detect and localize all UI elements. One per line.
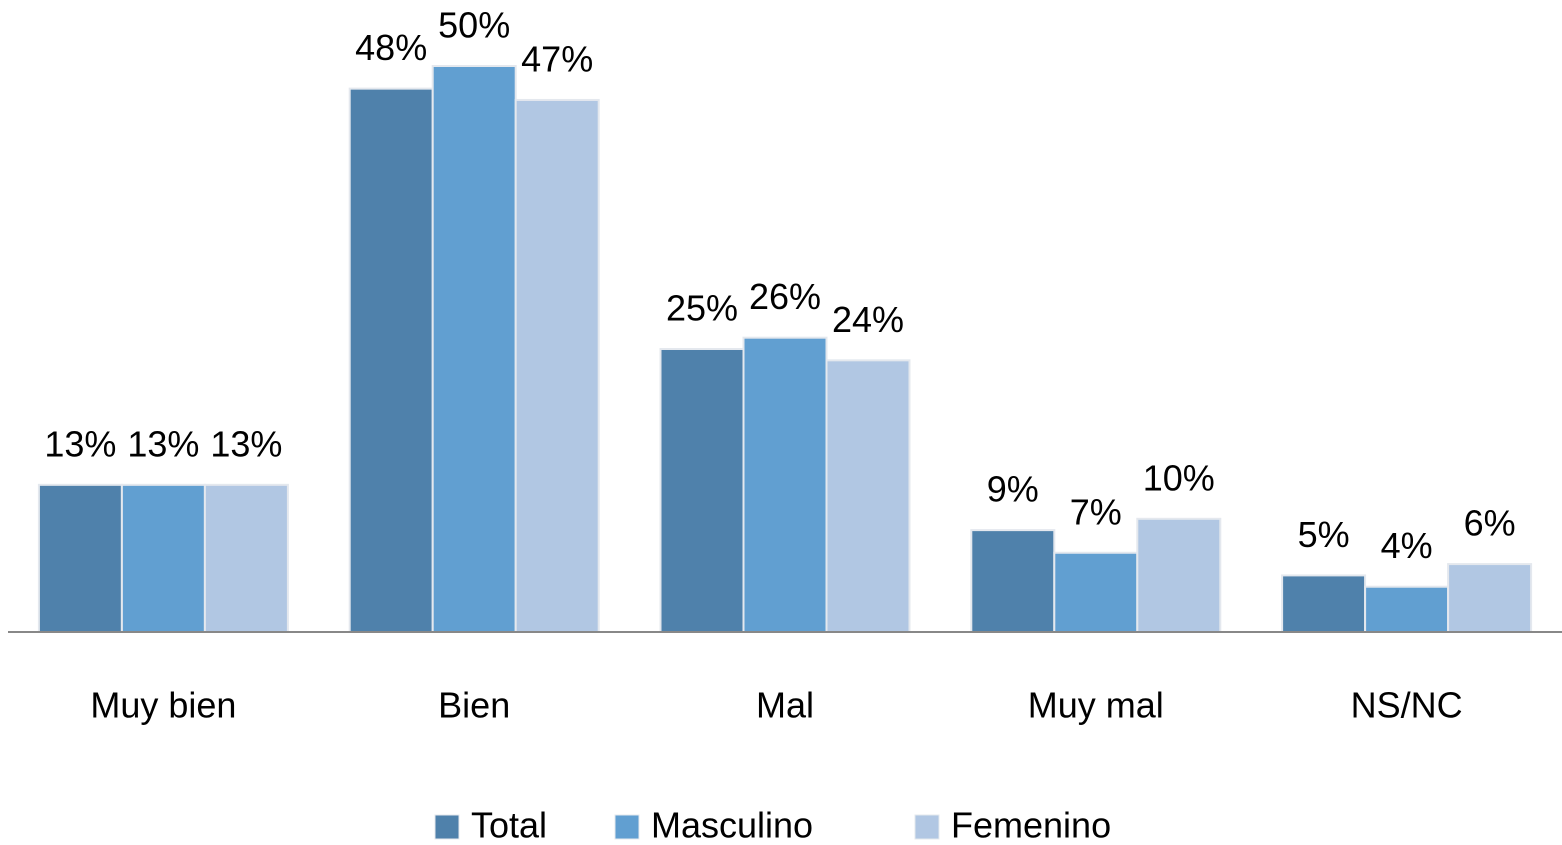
bar <box>514 98 600 633</box>
legend-swatch <box>914 814 940 840</box>
bar <box>37 483 123 633</box>
x-tick-label: Mal <box>756 685 814 726</box>
x-tick-label: Muy mal <box>1028 685 1164 726</box>
bar <box>348 87 434 633</box>
bar <box>120 483 206 633</box>
data-label: 26% <box>749 276 821 317</box>
data-label: 13% <box>44 423 116 464</box>
data-label: 50% <box>438 5 510 46</box>
bar <box>1364 585 1450 633</box>
bar <box>742 336 828 633</box>
bar <box>203 483 289 633</box>
x-tick-label: Muy bien <box>90 685 236 726</box>
data-label: 7% <box>1070 491 1122 532</box>
bar <box>1447 563 1533 634</box>
bar <box>659 348 745 633</box>
legend-label: Total <box>471 805 547 845</box>
data-label: 4% <box>1381 525 1433 566</box>
data-label: 25% <box>666 288 738 329</box>
bar <box>1053 551 1139 634</box>
legend-swatch <box>614 814 640 840</box>
bar <box>970 529 1056 633</box>
data-label: 13% <box>127 423 199 464</box>
data-label: 10% <box>1143 457 1215 498</box>
bar <box>431 65 517 633</box>
bar <box>825 359 911 633</box>
bar <box>1136 517 1222 633</box>
data-label: 24% <box>832 299 904 340</box>
bar <box>1281 574 1367 634</box>
x-tick-label: NS/NC <box>1351 685 1463 726</box>
data-label: 47% <box>521 38 593 79</box>
data-label: 5% <box>1298 514 1350 555</box>
x-tick-label: Bien <box>438 685 510 726</box>
data-label: 9% <box>987 469 1039 510</box>
legend-label: Masculino <box>651 805 813 845</box>
legend-label: Femenino <box>951 805 1111 845</box>
legend-swatch <box>434 814 460 840</box>
data-label: 48% <box>355 27 427 68</box>
data-label: 6% <box>1464 503 1516 544</box>
data-label: 13% <box>210 423 282 464</box>
